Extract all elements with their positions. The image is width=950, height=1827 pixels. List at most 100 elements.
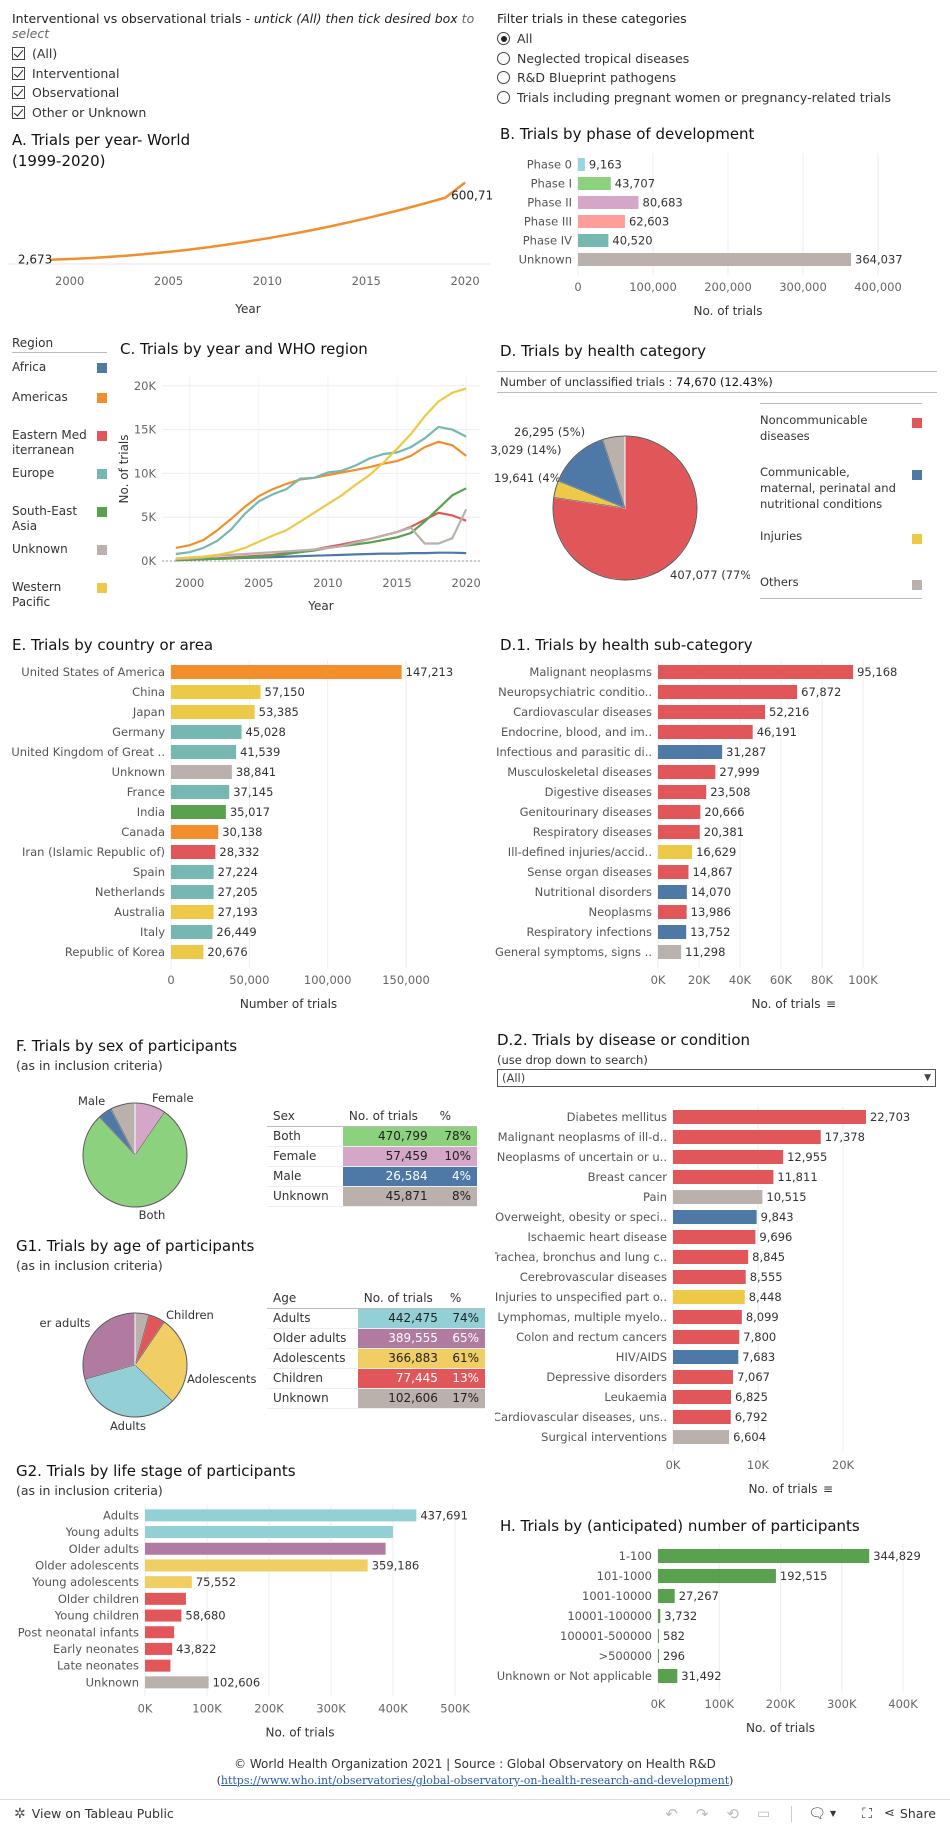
chart-h-bar [658, 1669, 678, 1683]
type-option-all[interactable]: (All) [12, 44, 492, 64]
chart-c-legend-item[interactable]: Europe [12, 466, 107, 504]
share-icon[interactable]: ⋖ [884, 1806, 895, 1821]
chevron-down-icon[interactable]: ▼ [830, 1809, 837, 1818]
chart-a-end-label: 600,713 [451, 188, 492, 202]
chart-d1-value-label: 52,216 [769, 705, 809, 719]
radio-icon[interactable] [497, 32, 510, 46]
chart-d1-bar [658, 885, 687, 899]
redo-icon[interactable]: ↷ [695, 1804, 709, 1823]
chart-c-legend-item[interactable]: Americas [12, 390, 107, 428]
undo-icon[interactable]: ↶ [665, 1804, 678, 1823]
chart-e-bar [171, 785, 230, 799]
type-option-interventional[interactable]: Interventional [12, 64, 492, 84]
chart-d2-category-label: HIV/AIDS [616, 1350, 667, 1364]
chart-c-legend-label: Unknown [12, 542, 68, 557]
age-table-cell: 389,555 [357, 1328, 444, 1349]
chart-b-tick-label: 400,000 [854, 280, 902, 294]
chart-h-tick-label: 0K [651, 1697, 666, 1711]
chart-c-legend-item[interactable]: Africa [12, 360, 107, 390]
radio-icon[interactable] [497, 71, 510, 85]
source-link[interactable]: https://www.who.int/observatories/global… [220, 1774, 730, 1787]
chart-g1-slice-border [134, 1364, 173, 1402]
chart-h-value-label: 27,267 [679, 1589, 719, 1603]
chart-d2-category-label: Breast cancer [588, 1170, 668, 1184]
checkbox-icon[interactable] [12, 105, 25, 119]
fullscreen-icon[interactable]: ⛶ [862, 1805, 873, 1822]
checkbox-icon[interactable] [12, 47, 25, 61]
disease-dropdown[interactable]: (All) ▼ [497, 1069, 936, 1087]
chart-e-bar [171, 805, 226, 819]
sex-table: Sex No. of trials% Both 470,799 78% Female 57,… [267, 1106, 477, 1207]
chart-d-legend-item[interactable]: Injuries [760, 528, 922, 544]
category-option-pregnancy[interactable]: Trials including pregnant women or pregn… [497, 88, 937, 108]
chart-h-bar [658, 1589, 675, 1603]
type-option-observational[interactable]: Observational [12, 83, 492, 103]
comment-icon[interactable]: 🗨 [808, 1805, 827, 1822]
chart-g2-category-label: Young adults [65, 1525, 139, 1539]
chart-e-category-label: Netherlands [95, 885, 165, 899]
chart-d-legend-item[interactable]: Noncommunicable diseases [760, 412, 922, 444]
radio-icon[interactable] [497, 90, 510, 104]
checkbox-icon[interactable] [12, 86, 25, 100]
chart-e-bar [171, 685, 261, 699]
chart-d2-bar [673, 1290, 745, 1304]
chart-d-legend-item[interactable]: Communicable, maternal, perinatal and nutr… [760, 464, 922, 512]
revert-icon[interactable]: ⟲ [726, 1804, 740, 1823]
chart-g1-slice-label: Adults [110, 1419, 146, 1433]
view-on-tableau-link[interactable]: View on Tableau Public [31, 1806, 174, 1821]
chart-d2-tick-label: 0K [666, 1458, 681, 1472]
sex-table-cell: 57,459 [342, 1146, 434, 1167]
chart-d-legend-item[interactable]: Others [760, 574, 922, 590]
age-table-cell: Adults [267, 1308, 358, 1329]
chart-c-legend-item[interactable]: Western Pacific [12, 580, 107, 618]
chart-c-legend-item[interactable]: Eastern Med iterranean [12, 428, 107, 466]
type-option-other[interactable]: Other or Unknown [12, 103, 492, 123]
radio-icon[interactable] [497, 51, 510, 65]
chart-d2-category-label: Leukaemia [604, 1390, 667, 1404]
chart-d2-title: D.2. Trials by disease or condition [497, 1031, 751, 1049]
chart-d2-category-label: Lymphomas, multiple myelo.. [497, 1310, 667, 1324]
share-button[interactable]: Share [899, 1806, 936, 1821]
chart-d2-value-label: 11,811 [777, 1170, 817, 1184]
chevron-down-icon[interactable]: ▼ [924, 1073, 931, 1083]
chart-d1-value-label: 31,287 [726, 745, 766, 759]
chart-f-slice-label: Female [152, 1091, 194, 1105]
chart-d2-value-label: 8,099 [746, 1310, 779, 1324]
chart-h-title: H. Trials by (anticipated) number of par… [500, 1517, 860, 1535]
chart-c-legend-item[interactable]: Unknown [12, 542, 107, 580]
chart-h-bar [658, 1629, 659, 1643]
chart-c-legend-label-line: Eastern Med [12, 428, 87, 442]
chart-d2-category-label: Cerebrovascular diseases [520, 1270, 667, 1284]
chart-c-legend-label-line: Western [12, 580, 62, 594]
tableau-logo-icon[interactable]: ✲ [14, 1805, 26, 1822]
sex-table-cell: 78% [433, 1126, 477, 1147]
chart-d2-category-label: Injuries to unspecified part o.. [495, 1290, 667, 1304]
chart-d2-category-label: Pain [643, 1190, 667, 1204]
category-option-ntd[interactable]: Neglected tropical diseases [497, 49, 937, 69]
chart-b-category-label: Phase II [527, 196, 572, 210]
sex-table-cell: Unknown [267, 1186, 343, 1207]
chart-c-legend-label: Eastern Med iterranean [12, 428, 87, 458]
category-option-blueprint[interactable]: R&D Blueprint pathogens [497, 68, 937, 88]
chart-d1-value-label: 13,986 [691, 905, 731, 919]
chart-e-category-label: Spain [133, 865, 165, 879]
chart-g2-bar [145, 1659, 171, 1672]
chart-c-title: C. Trials by year and WHO region [120, 340, 368, 358]
category-option-all[interactable]: All [497, 29, 937, 49]
chart-b-bar [578, 196, 639, 209]
chart-d-legend: Noncommunicable diseases Communicable, mate… [760, 403, 922, 599]
checkbox-icon[interactable] [12, 66, 25, 80]
chart-b-bar [578, 158, 585, 171]
chart-g2-category-label: Young adolescents [31, 1575, 139, 1589]
chart-c-legend-item[interactable]: South-East Asia [12, 504, 107, 542]
chart-d2-value-label: 7,067 [737, 1370, 770, 1384]
chart-d2-category-label: Colon and rectum cancers [516, 1330, 667, 1344]
sex-table-cell: 4% [433, 1166, 477, 1187]
chart-h-x-axis-title: No. of trials [746, 1721, 815, 1735]
type-option-label: Other or Unknown [32, 104, 147, 120]
chart-d2-category-label: Overweight, obesity or speci.. [495, 1210, 667, 1224]
pause-icon[interactable]: ▭ [757, 1805, 771, 1822]
chart-c-legend-label-line: iterranean [12, 443, 75, 457]
chart-d1-bar [658, 765, 716, 779]
age-table-row: Adults 442,475 74% [267, 1308, 485, 1329]
